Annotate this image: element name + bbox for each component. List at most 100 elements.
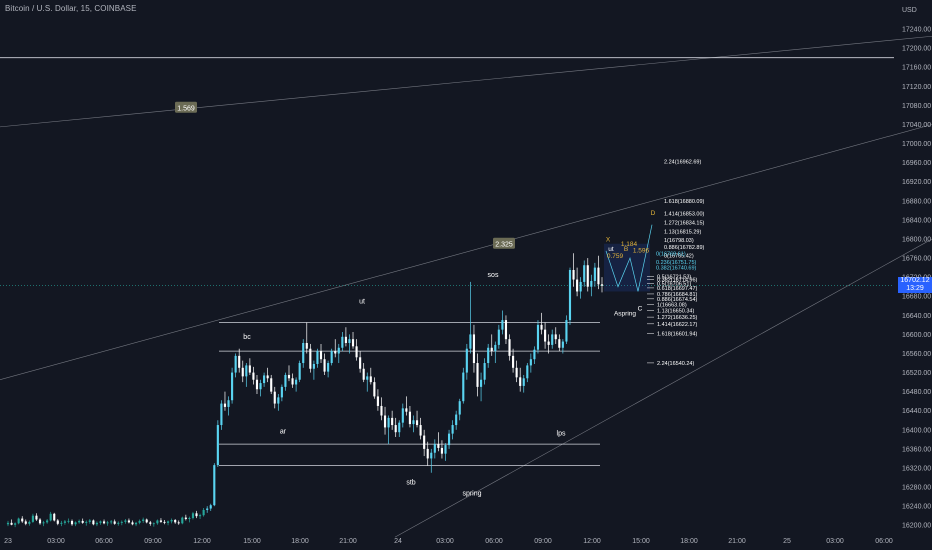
candle-body	[152, 523, 155, 525]
price-tick-label: 17000.00	[902, 141, 931, 148]
candle-body	[330, 351, 333, 364]
time-tick-label: 12:00	[193, 538, 211, 545]
candle-body	[49, 513, 52, 521]
candle-body	[415, 420, 419, 426]
price-tick-label: 16920.00	[902, 179, 931, 186]
candle-body	[408, 411, 411, 425]
price-tick-label: 16400.00	[902, 427, 931, 434]
price-tick-label: 16200.00	[902, 523, 931, 530]
candle-body	[145, 519, 148, 523]
time-tick-label: 21:00	[728, 538, 746, 545]
harmonic-label: D	[651, 210, 656, 217]
current-price-badge: 16702.12 13:29	[898, 277, 932, 293]
candle-body	[551, 334, 554, 345]
price-tick-label: 16480.00	[902, 389, 931, 396]
candle-body	[56, 520, 59, 524]
candle-body	[231, 372, 234, 401]
chart-title: Bitcoin / U.S. Dollar, 15, COINBASE	[5, 4, 137, 13]
candle-body	[259, 383, 262, 390]
candle-body	[401, 408, 404, 423]
candle-body	[284, 374, 287, 387]
candle-body	[458, 401, 461, 415]
candle-body	[102, 521, 106, 524]
fib-level-label: 0.886(16674.54)	[657, 297, 698, 303]
candle-body	[341, 336, 344, 348]
candle-body	[426, 448, 429, 459]
harmonic-label: X	[606, 236, 611, 243]
trend-line	[0, 35, 932, 128]
candle-body	[494, 344, 497, 352]
candle-body	[156, 520, 159, 524]
candle-body	[138, 520, 141, 523]
candle-body	[334, 351, 337, 354]
harmonic-pattern-leg	[605, 224, 653, 292]
candle-body	[536, 324, 540, 350]
candle-body	[177, 522, 180, 524]
candle-body	[597, 267, 600, 285]
candle-body	[127, 520, 131, 523]
candle-body	[92, 520, 95, 525]
candle-body	[497, 329, 500, 345]
candle-body	[31, 515, 34, 522]
candle-body	[170, 519, 173, 522]
candle-body	[327, 363, 330, 372]
candle-body	[398, 422, 401, 433]
harmonic-label: 1.184	[621, 241, 638, 248]
candle-body	[252, 372, 255, 380]
candle-body	[24, 521, 27, 524]
candle-body	[60, 522, 63, 524]
candle-body	[366, 376, 369, 380]
price-tick-label: 16960.00	[902, 160, 931, 167]
candle-body	[359, 357, 362, 369]
candle-body	[149, 522, 152, 524]
candle-body	[412, 420, 415, 425]
fib-level-label: 0.382(16714.96)	[657, 278, 698, 284]
candle-body	[159, 520, 163, 522]
fib-level-label: 1(16798.03)	[664, 238, 694, 244]
fib-level-label: 2.24(16540.24)	[657, 361, 694, 367]
ratio-label: 2.325	[495, 241, 513, 248]
candle-body	[508, 339, 511, 356]
candle-body	[53, 513, 56, 521]
candle-body	[270, 378, 273, 392]
price-tick-label: 16360.00	[902, 446, 931, 453]
candle-body	[472, 334, 476, 364]
price-tick-label: 16440.00	[902, 408, 931, 415]
candle-body	[462, 372, 465, 402]
candle-body	[355, 346, 358, 358]
candle-body	[547, 341, 550, 345]
candle-body	[78, 520, 81, 523]
candle-body	[10, 522, 13, 525]
candle-body	[174, 519, 177, 523]
currency-label: USD	[902, 7, 917, 14]
time-tick-label: 03:00	[826, 538, 844, 545]
candle-body	[113, 521, 116, 524]
candle-body	[142, 519, 145, 521]
candle-body	[14, 523, 17, 525]
fib-level-label: 2.24(16962.69)	[664, 159, 701, 165]
candle-body	[287, 374, 291, 379]
candle-body	[373, 382, 376, 397]
time-tick-label: 12:00	[583, 538, 601, 545]
harmonic-label: 1.596	[633, 247, 650, 254]
current-price: 16702.12	[900, 277, 930, 284]
time-tick-label: 03:00	[436, 538, 454, 545]
candle-body	[376, 396, 379, 406]
fib-level-label: 1(16663.08)	[657, 302, 687, 308]
candle-body	[99, 521, 102, 523]
candle-body	[380, 405, 383, 416]
time-tick-label: 21:00	[339, 538, 357, 545]
price-tick-label: 17120.00	[902, 84, 931, 91]
time-tick-label: 18:00	[680, 538, 698, 545]
candle-body	[63, 521, 66, 523]
candle-body	[213, 465, 216, 506]
candle-body	[323, 359, 326, 372]
candle-body	[447, 433, 451, 446]
price-tick-label: 16240.00	[902, 504, 931, 511]
candle-body	[501, 320, 504, 330]
candle-body	[544, 329, 547, 342]
candle-body	[319, 351, 323, 360]
candle-body	[561, 341, 564, 348]
candle-body	[6, 522, 10, 525]
